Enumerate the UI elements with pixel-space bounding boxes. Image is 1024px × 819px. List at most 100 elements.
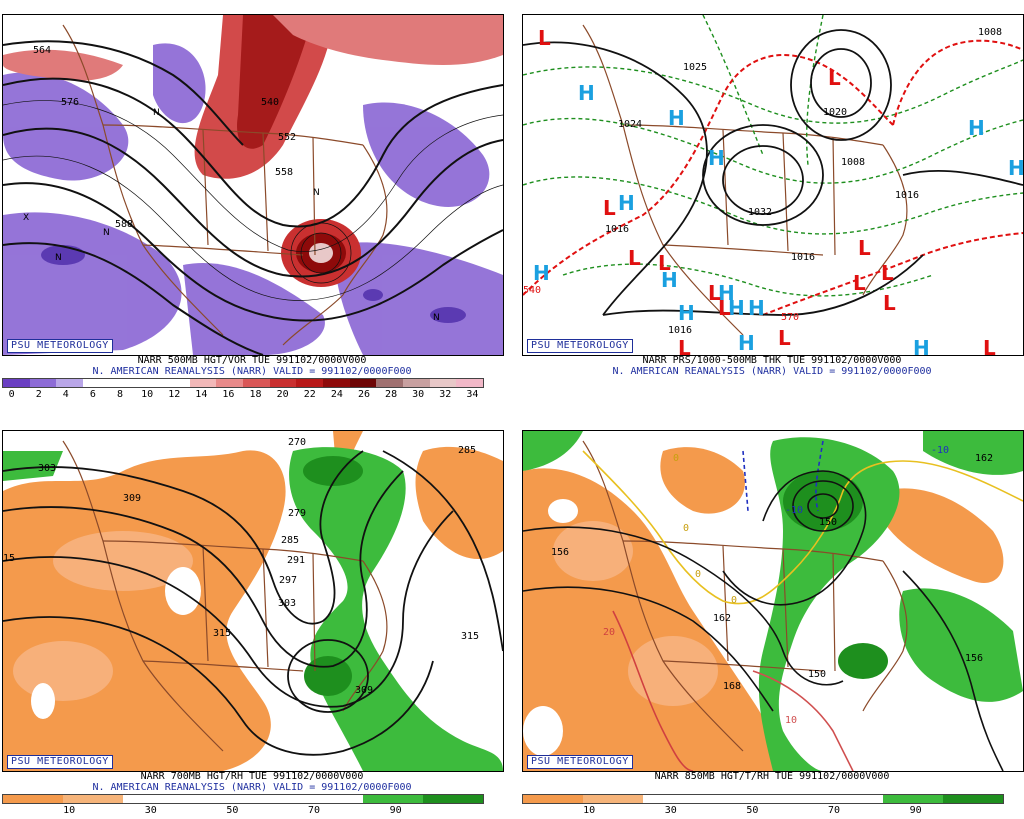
colorbar-tick-label: 34 (466, 389, 479, 400)
map-700mb-svg: 303 309 279 285 291 297 303 315 315 309 … (3, 431, 503, 771)
colorbar-tick-label: 12 (168, 389, 181, 400)
svg-text:L: L (678, 336, 691, 355)
contour-label: 162 (975, 453, 993, 464)
colorbar-swatch (429, 379, 457, 387)
contour-label: 1016 (605, 224, 629, 235)
colorbar-swatch (216, 379, 244, 387)
svg-text:H: H (618, 191, 635, 215)
colorbar-tick-label: 26 (357, 389, 370, 400)
vorticity-colorbar-ticks: 0 2 4 6 8 10 12 14 16 18 20 22 24 26 28 30 32 34 (2, 389, 482, 401)
map-pressure-svg: HHH HHH HHH HHH HH LLL LLL LLL LLL LL 10… (523, 15, 1023, 355)
contour-label: 1025 (683, 62, 707, 73)
contour-label: 1016 (895, 190, 919, 201)
contour-label: 0 (683, 523, 689, 534)
panel-valid-caption: N. AMERICAN REANALYSIS (NARR) VALID = 99… (92, 782, 412, 793)
svg-text:N: N (153, 108, 160, 118)
colorbar-swatch (763, 795, 823, 803)
colorbar-tick-label: 30 (144, 805, 157, 816)
contour-label: 285 (458, 445, 476, 456)
colorbar-tick-label: 50 (226, 805, 239, 816)
map-500mb: 564 576 588 552 540 558 N N N X N N PSU … (2, 14, 504, 356)
contour-label: 1016 (791, 252, 815, 263)
svg-text:H: H (728, 296, 745, 320)
contour-label: 279 (288, 508, 306, 519)
contour-label: 10 (785, 715, 797, 726)
contour-label: 162 (713, 613, 731, 624)
colorbar-swatch (296, 379, 324, 387)
svg-text:L: L (603, 196, 616, 220)
colorbar-swatch (123, 795, 183, 803)
colorbar-swatch (456, 379, 484, 387)
psu-meteorology-badge: PSU METEOROLOGY (7, 755, 113, 769)
contour-label: 540 (261, 97, 279, 108)
colorbar-tick-label: 8 (117, 389, 124, 400)
colorbar-swatch (523, 795, 583, 803)
colorbar-swatch (323, 379, 350, 387)
colorbar-swatch (376, 379, 404, 387)
contour-label: 297 (279, 575, 297, 586)
colorbar-tick-label: 30 (664, 805, 677, 816)
colorbar-tick-label: 70 (827, 805, 841, 816)
panel-sea-level-pressure-thickness: HHH HHH HHH HHH HH LLL LLL LLL LLL LL 10… (520, 0, 1024, 403)
contour-label: 558 (275, 167, 293, 178)
svg-text:H: H (678, 301, 695, 325)
panel-valid-caption: N. AMERICAN REANALYSIS (NARR) VALID = 99… (92, 366, 412, 377)
contour-label: -10 (931, 445, 949, 456)
svg-text:L: L (881, 261, 894, 285)
colorbar-tick-label: 70 (307, 805, 321, 816)
contour-label: 150 (819, 517, 837, 528)
colorbar-tick-label: 18 (249, 389, 262, 400)
contour-label: 1016 (668, 325, 692, 336)
panel-700mb-rh: 303 309 279 285 291 297 303 315 315 309 … (0, 416, 504, 819)
contour-label: 0 (673, 453, 679, 464)
panel-caption: NARR PRS/1000-500MB THK TUE 991102/0000V… (642, 355, 902, 366)
vorticity-colorbar (2, 378, 484, 388)
colorbar-swatch (56, 379, 84, 387)
svg-text:L: L (718, 296, 731, 320)
colorbar-swatch (643, 795, 703, 803)
colorbar-swatch (823, 795, 883, 803)
svg-text:H: H (1008, 156, 1023, 180)
panel-caption: NARR 850MB HGT/T/RH TUE 991102/0000V000 (654, 771, 890, 782)
contour-label: 303 (38, 463, 56, 474)
contour-label: 315 (213, 628, 231, 639)
map-pressure: HHH HHH HHH HHH HH LLL LLL LLL LLL LL 10… (522, 14, 1024, 356)
svg-text:N: N (313, 188, 320, 198)
psu-meteorology-badge: PSU METEOROLOGY (527, 755, 633, 769)
colorbar-swatch (83, 379, 110, 387)
svg-text:L: L (883, 291, 896, 315)
svg-text:L: L (778, 326, 791, 350)
svg-text:H: H (661, 268, 678, 292)
colorbar-swatch (183, 795, 243, 803)
contour-label: 291 (287, 555, 305, 566)
svg-text:L: L (708, 281, 721, 305)
colorbar-tick-label: 28 (385, 389, 398, 400)
colorbar-tick-label: 24 (330, 389, 343, 400)
contour-label: 168 (723, 681, 741, 692)
svg-text:H: H (738, 331, 755, 355)
svg-text:H: H (968, 116, 985, 140)
contour-label: 570 (781, 312, 799, 323)
contour-label: 156 (965, 653, 983, 664)
colorbar-tick-label: 22 (303, 389, 316, 400)
contour-label: 1008 (841, 157, 865, 168)
colorbar-swatch (63, 795, 123, 803)
map-500mb-svg: 564 576 588 552 540 558 N N N X N N (3, 15, 503, 355)
svg-text:H: H (748, 296, 765, 320)
svg-text:L: L (628, 246, 641, 270)
colorbar-swatch (583, 795, 643, 803)
colorbar-swatch (403, 379, 430, 387)
colorbar-swatch (349, 379, 377, 387)
svg-text:L: L (828, 66, 841, 90)
panel-caption: NARR 500MB HGT/VOR TUE 991102/0000V000 (137, 355, 367, 366)
svg-text:X: X (23, 213, 29, 223)
contour-label: -10 (785, 505, 803, 516)
colorbar-tick-label: 90 (389, 805, 402, 816)
colorbar-swatch (363, 795, 423, 803)
colorbar-swatch (189, 379, 217, 387)
contour-label: 552 (278, 132, 296, 143)
svg-text:L: L (853, 271, 866, 295)
colorbar-swatch (423, 795, 483, 803)
contour-label: 309 (355, 685, 373, 696)
contour-label: 0 (731, 595, 737, 606)
